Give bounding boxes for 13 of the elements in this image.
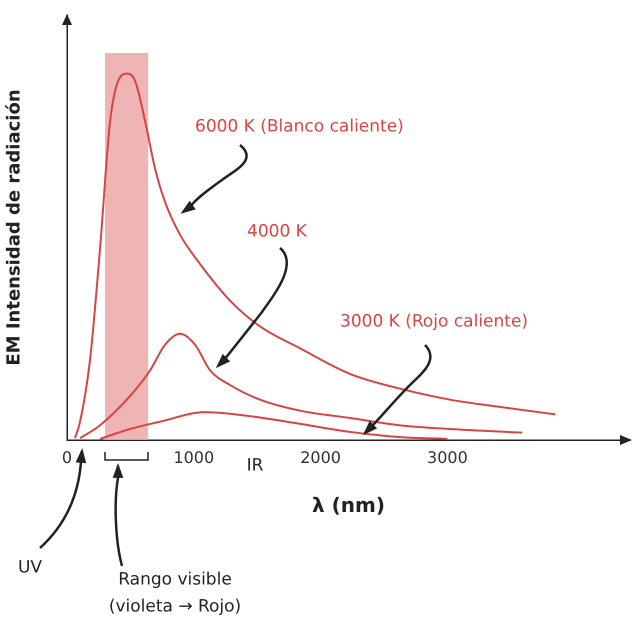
text: UV (18, 557, 42, 578)
text: (violeta → Rojo) (108, 596, 242, 616)
text: 3000 K (Rojo caliente) (340, 311, 528, 332)
text: Rango visible (118, 569, 232, 590)
x-tick-label: 1000 (173, 448, 214, 467)
x-axis-title: λ (nm) (312, 493, 385, 518)
x-tick-label: 2000 (300, 448, 341, 467)
y-axis-title: EM Intensidad de radiación (3, 89, 24, 366)
text: 6000 K (Blanco caliente) (195, 116, 404, 136)
text: IR (246, 455, 264, 476)
x-tick-label: 3000 (427, 448, 468, 467)
x-tick-label: 0 (62, 448, 72, 467)
text: 4000 K (247, 221, 308, 242)
